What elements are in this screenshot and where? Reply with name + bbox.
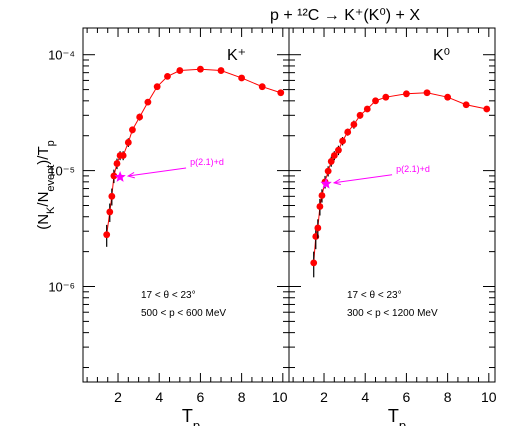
data-point: [324, 167, 332, 175]
data-point: [277, 89, 285, 97]
x-tick-label: 10: [272, 389, 288, 405]
data-point: [103, 231, 111, 239]
data-point: [462, 101, 470, 109]
y-tick-label: 10⁻⁵: [48, 164, 75, 179]
panel-label: K⁰: [433, 47, 450, 64]
x-tick-label: 4: [361, 389, 369, 405]
data-point: [318, 192, 326, 199]
data-point: [310, 259, 318, 267]
data-point: [483, 105, 491, 113]
annotation-label: p(2.1)+d: [190, 157, 224, 167]
x-tick-label: 6: [403, 389, 411, 405]
data-point: [444, 93, 452, 101]
annotation-label: p(2.1)+d: [396, 164, 430, 174]
panel-K+: 2 4 6 8 10 10⁻⁴ 10⁻⁵ 10⁻⁶ Tp K⁺ 17 < θ < 23° 500 < …: [48, 27, 290, 431]
panel-frame: [82, 27, 290, 383]
y-axis-label: (NK/Nevent)/Tp: [35, 140, 57, 230]
x-axis-label: Tp: [388, 406, 406, 426]
panel-K0: 2 4 6 8 10 Tp K⁰ 17 < θ < 23° 300 < p < 1200 MeV…: [288, 27, 497, 431]
data-point: [144, 98, 152, 106]
x-tick-label: 10: [481, 389, 497, 405]
data-point: [258, 83, 266, 91]
data-point: [124, 139, 132, 146]
cut-label: 17 < θ < 23°: [347, 290, 402, 301]
data-point: [136, 113, 144, 121]
data-point: [113, 160, 121, 167]
annotation-arrow: [128, 167, 187, 177]
data-point: [423, 89, 431, 97]
data-point: [330, 152, 338, 159]
panel-label: K⁺: [227, 47, 246, 64]
annotation-star: [114, 171, 126, 182]
x-axis-label: Tp: [182, 406, 200, 426]
chart-title: p + ¹²C → K⁺(K⁰) + X: [270, 7, 420, 24]
data-point: [153, 83, 161, 91]
data-point: [356, 111, 364, 119]
data-point: [403, 90, 410, 98]
data-point: [314, 224, 322, 232]
x-tick-label: 2: [320, 389, 328, 405]
annotation-star: [320, 177, 332, 189]
data-point: [372, 97, 379, 105]
data-point: [106, 208, 114, 216]
annotation-arrow: [334, 174, 393, 184]
data-point: [176, 67, 184, 74]
data-point: [339, 137, 346, 145]
data-point: [382, 93, 390, 101]
x-tick-label: 6: [197, 389, 205, 405]
data-point: [363, 105, 371, 113]
y-tick-label: 10⁻⁶: [48, 280, 75, 295]
data-point: [238, 74, 246, 82]
data-point: [129, 126, 136, 134]
y-tick-label: 10⁻⁴: [48, 48, 75, 63]
data-point: [335, 146, 342, 154]
data-point: [108, 192, 116, 200]
annotation-arrowhead: [332, 178, 341, 186]
cut-label: 17 < θ < 23°: [141, 290, 196, 301]
cut-label: 300 < p < 1200 MeV: [347, 308, 438, 319]
data-point: [344, 128, 352, 136]
data-point: [110, 172, 118, 180]
cut-label: 500 < p < 600 MeV: [141, 308, 226, 319]
x-tick-label: 4: [155, 389, 163, 405]
data-point: [164, 72, 171, 80]
data-point: [350, 121, 358, 128]
series-line: [313, 92, 487, 263]
x-tick-label: 2: [114, 389, 122, 405]
annotation-arrowhead: [126, 172, 135, 179]
svg-text:(NK/Nevent)/Tp: (NK/Nevent)/Tp: [35, 140, 57, 230]
data-point: [316, 203, 324, 210]
data-point: [119, 152, 127, 159]
data-point: [197, 65, 204, 73]
x-tick-label: 8: [444, 389, 452, 405]
data-point: [327, 158, 335, 165]
x-tick-label: 8: [238, 389, 246, 405]
series-line: [106, 68, 281, 235]
data-point: [217, 67, 225, 74]
